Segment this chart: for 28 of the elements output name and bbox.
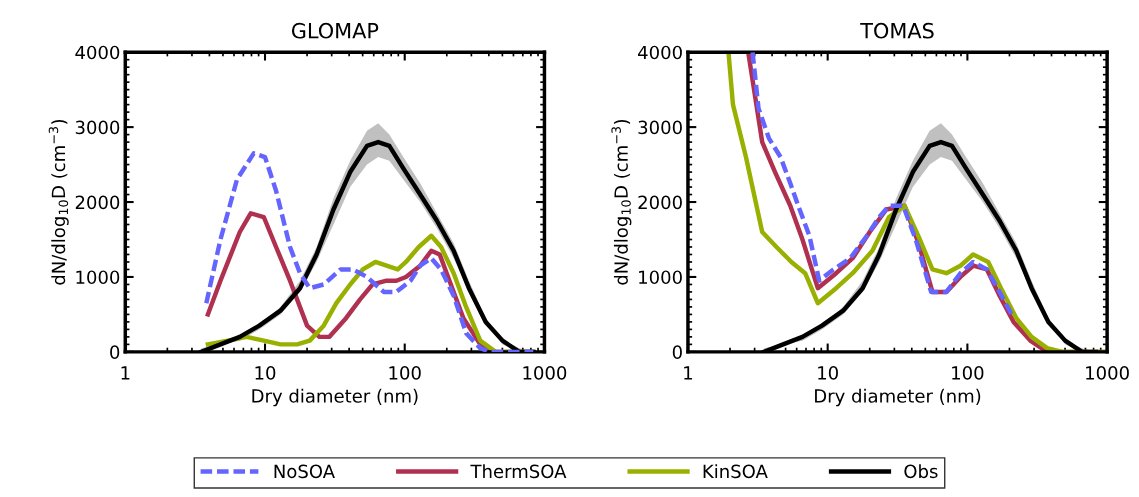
x-tick-label: 1000 bbox=[523, 366, 567, 380]
x-tick-label: 100 bbox=[389, 366, 421, 380]
y-tick-label: 0 bbox=[110, 345, 120, 359]
x-tick-label: 1000 bbox=[1086, 366, 1129, 380]
y-tick-label: 3000 bbox=[75, 120, 120, 135]
y-tick-label: 3000 bbox=[638, 120, 682, 135]
chart-title: GLOMAP bbox=[291, 22, 379, 39]
legend-label: NoSOA bbox=[274, 464, 335, 479]
x-axis-title: Dry diameter (nm) bbox=[815, 388, 981, 407]
y-tick-label: 4000 bbox=[638, 45, 682, 60]
x-tick-label: 10 bbox=[818, 366, 838, 380]
x-tick-label: 1 bbox=[684, 366, 693, 380]
x-tick-label: 10 bbox=[255, 366, 276, 380]
y-tick-label: 1000 bbox=[639, 270, 682, 285]
y-tick-label: 4000 bbox=[75, 45, 120, 60]
y-axis-title: dN/dlog$_{10}$D (cm$^{−3}$) bbox=[48, 119, 69, 285]
x-axis-title: Dry diameter (nm) bbox=[252, 388, 418, 407]
y-tick-label: 0 bbox=[672, 345, 682, 359]
y-tick-label: 2000 bbox=[638, 195, 682, 210]
y-axis-title: dN/dlog$_{10}$D (cm$^{−3}$) bbox=[611, 119, 632, 285]
legend-label: KinSOA bbox=[703, 464, 768, 479]
chart-title: TOMAS bbox=[860, 22, 934, 39]
y-tick-label: 2000 bbox=[75, 195, 120, 210]
x-tick-label: 100 bbox=[952, 366, 984, 380]
y-tick-label: 1000 bbox=[76, 270, 120, 285]
x-tick-label: 1 bbox=[121, 366, 130, 380]
legend-label: Obs bbox=[904, 464, 938, 479]
legend-label: ThermSOA bbox=[470, 464, 567, 479]
